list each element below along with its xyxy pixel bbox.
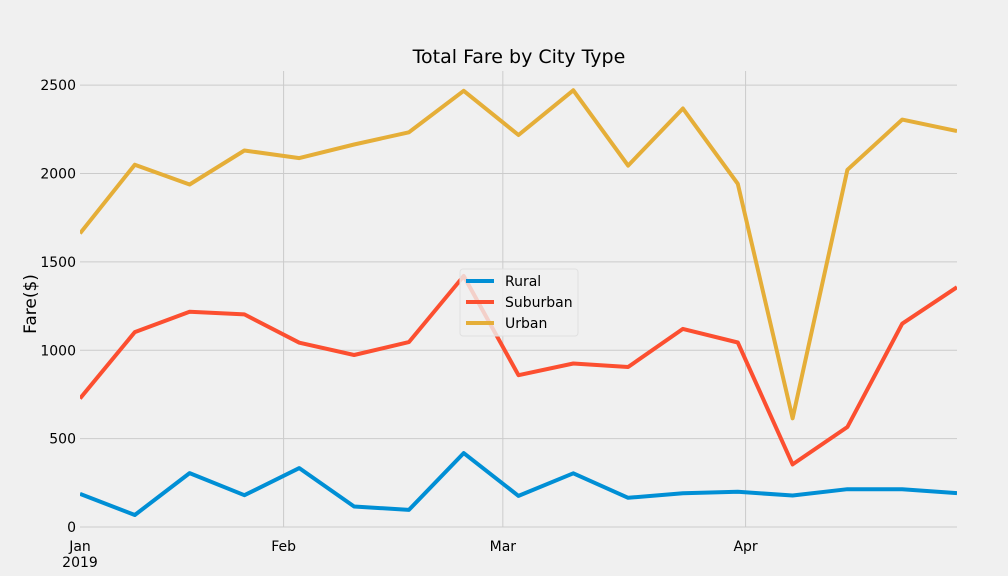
series-lines xyxy=(80,88,957,517)
y-tick-label: 2000 xyxy=(40,167,76,183)
legend: Rural Suburban Urban xyxy=(459,268,579,337)
series-line-suburban xyxy=(80,274,957,467)
legend-label-urban: Urban xyxy=(505,316,547,332)
axis-ticks: 0 500 1000 1500 2000 2500 Jan Feb Mar Apr 2019 xyxy=(40,78,758,571)
series-line-rural xyxy=(80,451,957,517)
legend-label-suburban: Suburban xyxy=(505,295,573,311)
y-tick-label: 0 xyxy=(67,520,76,536)
y-tick-label: 2500 xyxy=(40,78,76,94)
y-tick-label: 500 xyxy=(49,432,76,448)
legend-label-rural: Rural xyxy=(505,274,541,290)
y-axis-label: Fare($) xyxy=(21,274,41,334)
y-tick-label: 1500 xyxy=(40,255,76,271)
chart-title: Total Fare by City Type xyxy=(412,46,626,68)
legend-box xyxy=(459,268,579,337)
grid xyxy=(80,71,957,528)
x-tick-label: Jan xyxy=(68,539,91,555)
x-tick-label: Feb xyxy=(271,539,296,555)
y-tick-label: 1000 xyxy=(40,343,76,359)
x-tick-label: Apr xyxy=(733,539,757,555)
series-line-urban xyxy=(80,88,957,421)
x-tick-label: Mar xyxy=(490,539,517,555)
x-tick-year-label: 2019 xyxy=(62,555,98,571)
